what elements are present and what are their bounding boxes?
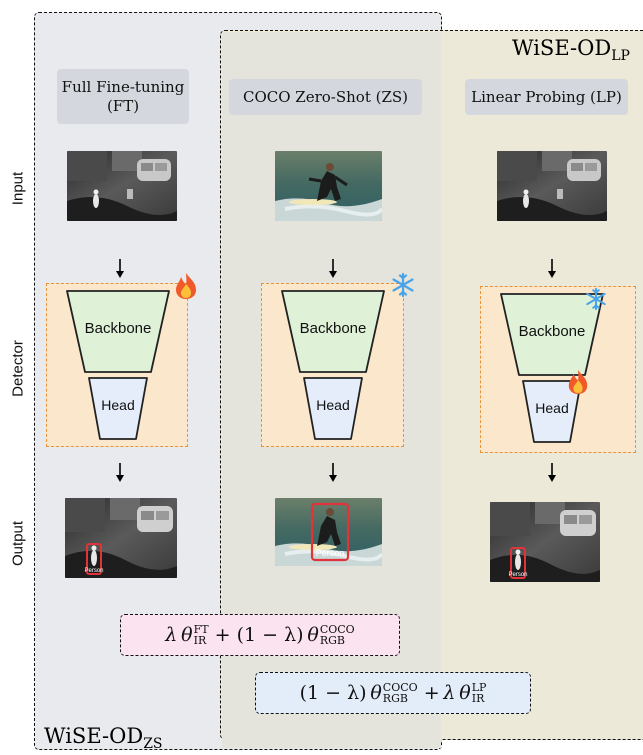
- input-image-rgb-zs: [275, 151, 382, 221]
- network-zs: [281, 290, 385, 440]
- detection-label: Person: [508, 572, 528, 578]
- sub-rgb: RGB: [319, 634, 345, 647]
- snowflake-icon: [392, 272, 414, 298]
- plus-sign: +: [214, 624, 231, 646]
- formula-wise-od-lp: (1 − λ) θ COCO RGB + λ θ LP IR: [255, 672, 531, 714]
- network-lp: [500, 293, 604, 443]
- wise-od-zs-label: WiSE-ODZS: [44, 724, 163, 752]
- wise-od-lp-label: WiSE-ODLP: [512, 36, 630, 64]
- snowflake-icon: [586, 287, 606, 311]
- detection-label: Person: [84, 568, 104, 574]
- detection-box: [310, 502, 350, 562]
- column-header-lp: Linear Probing (LP): [465, 79, 628, 115]
- fire-icon: [568, 370, 588, 394]
- head-label: Head: [316, 397, 350, 413]
- row-label-input: Input: [9, 171, 27, 206]
- detection-box: [510, 547, 526, 579]
- plus-sign: +: [423, 682, 440, 704]
- input-image-ir-lp: [497, 151, 607, 221]
- backbone-label: Backbone: [84, 320, 152, 337]
- head-shape: [522, 380, 582, 443]
- head-shape: [303, 377, 363, 440]
- arrow-down-icon: [548, 259, 556, 278]
- sub-rgb: RGB: [382, 692, 408, 705]
- sup-coco: COCO: [319, 623, 355, 636]
- output-image-ir-ft: [65, 498, 177, 578]
- head-label: Head: [535, 400, 569, 416]
- output-image-rgb-zs: [275, 498, 382, 566]
- sub-ir: IR: [193, 634, 207, 647]
- arrow-down-icon: [548, 463, 556, 482]
- arrow-down-icon: [329, 463, 337, 482]
- arrow-down-icon: [329, 259, 337, 278]
- lambda-symbol: λ: [165, 624, 178, 646]
- one-minus-lambda: (1 − λ): [299, 682, 367, 704]
- theta-symbol: θ: [459, 682, 471, 704]
- sup-lp: LP: [471, 681, 487, 694]
- detection-box: [86, 543, 102, 575]
- head-shape: [88, 377, 148, 440]
- backbone-label: Backbone: [299, 320, 367, 337]
- backbone-shape: [281, 290, 385, 373]
- head-label: Head: [101, 397, 135, 413]
- sup-ft: FT: [193, 623, 209, 636]
- arrow-down-icon: [116, 259, 124, 278]
- output-image-ir-lp: [490, 502, 600, 582]
- row-label-detector: Detector: [9, 340, 27, 397]
- input-image-ir-ft: [67, 151, 177, 221]
- row-label-output: Output: [9, 520, 27, 567]
- formula-wise-od-zs: λ θ FT IR + (1 − λ) θ COCO RGB: [120, 614, 400, 656]
- detection-label: Person: [315, 548, 345, 558]
- lambda-symbol: λ: [443, 682, 456, 704]
- backbone-shape: [66, 290, 170, 373]
- column-header-ft: Full Fine-tuning (FT): [57, 69, 189, 124]
- one-minus-lambda: (1 − λ): [236, 624, 304, 646]
- theta-symbol: θ: [307, 624, 319, 646]
- fire-icon: [176, 273, 196, 299]
- sup-coco: COCO: [382, 681, 418, 694]
- backbone-label: Backbone: [518, 323, 586, 340]
- sub-ir: IR: [471, 692, 485, 705]
- network-ft: [66, 290, 170, 440]
- arrow-down-icon: [116, 463, 124, 482]
- theta-symbol: θ: [370, 682, 382, 704]
- column-header-zs: COCO Zero-Shot (ZS): [229, 79, 422, 115]
- backbone-shape: [500, 293, 604, 376]
- theta-symbol: θ: [181, 624, 193, 646]
